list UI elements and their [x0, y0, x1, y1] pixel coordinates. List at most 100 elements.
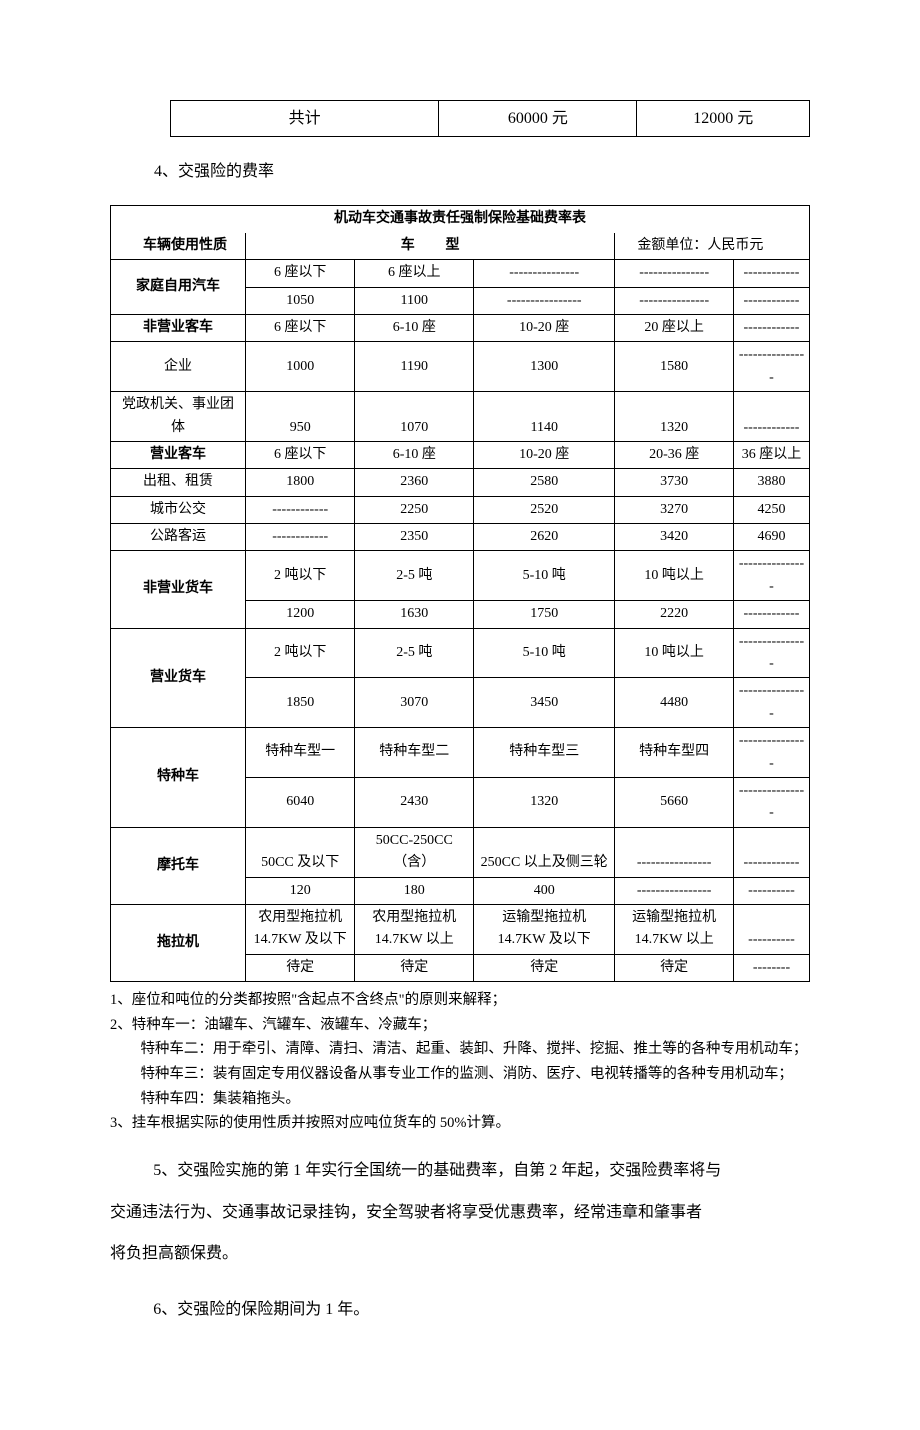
- table-cell: ------------: [733, 260, 809, 287]
- row-tractor-label: 拖拉机: [111, 904, 246, 981]
- table-cell: 1100: [355, 287, 474, 314]
- table-cell: ------------: [245, 496, 355, 523]
- paragraph-5: 5、交强险实施的第 1 年实行全国统一的基础费率，自第 2 年起，交强险费率将与…: [110, 1150, 810, 1275]
- table-cell: 2 吨以下: [245, 551, 355, 601]
- table-cell: 1050: [245, 287, 355, 314]
- table-cell: 1320: [474, 777, 615, 827]
- table-cell: 2520: [474, 496, 615, 523]
- table-cell: 20-36 座: [615, 441, 734, 468]
- row-nonbiz-truck-label: 非营业货车: [111, 551, 246, 628]
- summary-amount-2: 12000 元: [637, 101, 810, 137]
- table-cell: 250CC 以上及侧三轮: [474, 827, 615, 877]
- summary-table: 共计 60000 元 12000 元: [170, 100, 810, 137]
- table-cell: ---------------: [733, 678, 809, 728]
- table-cell: 2220: [615, 601, 734, 628]
- rate-table-title: 机动车交通事故责任强制保险基础费率表: [111, 206, 810, 233]
- table-cell: 农用型拖拉机14.7KW 及以下: [245, 904, 355, 954]
- table-cell: ------------: [733, 827, 809, 877]
- table-cell: 1000: [245, 342, 355, 392]
- table-cell: 待定: [245, 954, 355, 981]
- note-2c: 特种车三：装有固定专用仪器设备从事专业工作的监测、消防、医疗、电视转播等的各种专…: [110, 1062, 810, 1087]
- table-cell: 5660: [615, 777, 734, 827]
- note-1: 1、座位和吨位的分类都按照"含起点不含终点"的原则来解释；: [110, 988, 810, 1013]
- row-moto-label: 摩托车: [111, 827, 246, 904]
- notes-block: 1、座位和吨位的分类都按照"含起点不含终点"的原则来解释； 2、特种车一：油罐车…: [110, 988, 810, 1136]
- table-cell: ----------: [733, 877, 809, 904]
- table-cell: ---------------: [615, 287, 734, 314]
- table-cell: ---------------: [733, 342, 809, 392]
- table-cell: 4690: [733, 524, 809, 551]
- table-cell: ------------: [733, 601, 809, 628]
- table-cell: 2430: [355, 777, 474, 827]
- table-cell: 120: [245, 877, 355, 904]
- table-cell: 待定: [615, 954, 734, 981]
- table-cell: 3420: [615, 524, 734, 551]
- table-cell: 1630: [355, 601, 474, 628]
- note-3: 3、挂车根据实际的使用性质并按照对应吨位货车的 50%计算。: [110, 1111, 810, 1136]
- usage-header: 车辆使用性质: [111, 233, 246, 260]
- para5-line2: 交通违法行为、交通事故记录挂钩，安全驾驶者将享受优惠费率，经常违章和肇事者: [110, 1192, 810, 1234]
- table-cell: 1320: [615, 392, 734, 442]
- table-cell: 6040: [245, 777, 355, 827]
- table-cell: 待定: [355, 954, 474, 981]
- table-cell: 5-10 吨: [474, 628, 615, 678]
- table-cell: 6-10 座: [355, 441, 474, 468]
- table-cell: 5-10 吨: [474, 551, 615, 601]
- table-cell: 2 吨以下: [245, 628, 355, 678]
- row-special-label: 特种车: [111, 728, 246, 828]
- table-cell: 6 座以下: [245, 441, 355, 468]
- table-cell: ------------: [245, 524, 355, 551]
- table-cell: ------------: [733, 392, 809, 442]
- table-cell: 2360: [355, 469, 474, 496]
- table-cell: 1580: [615, 342, 734, 392]
- table-cell: 运输型拖拉机14.7KW 及以下: [474, 904, 615, 954]
- table-cell: 1800: [245, 469, 355, 496]
- table-cell: 1190: [355, 342, 474, 392]
- table-cell: 10 吨以上: [615, 628, 734, 678]
- para5-line3: 将负担高额保费。: [110, 1233, 810, 1275]
- row-family-label: 家庭自用汽车: [111, 260, 246, 315]
- table-cell: 6 座以下: [245, 260, 355, 287]
- table-cell: ---------------: [733, 551, 809, 601]
- note-2b: 特种车二：用于牵引、清障、清扫、清洁、起重、装卸、升降、搅拌、挖掘、推土等的各种…: [110, 1037, 810, 1062]
- table-cell: 2-5 吨: [355, 551, 474, 601]
- model-header: 车型: [245, 233, 614, 260]
- summary-label: 共计: [171, 101, 439, 137]
- table-cell: 3270: [615, 496, 734, 523]
- table-cell: 10-20 座: [474, 314, 615, 341]
- table-cell: 10-20 座: [474, 441, 615, 468]
- table-cell: 待定: [474, 954, 615, 981]
- table-cell: 3070: [355, 678, 474, 728]
- table-cell: 2-5 吨: [355, 628, 474, 678]
- row-gov-label: 党政机关、事业团体: [111, 392, 246, 442]
- table-cell: 50CC 及以下: [245, 827, 355, 877]
- table-cell: 1140: [474, 392, 615, 442]
- table-cell: 1300: [474, 342, 615, 392]
- table-cell: 180: [355, 877, 474, 904]
- row-road-label: 公路客运: [111, 524, 246, 551]
- table-cell: 50CC-250CC（含）: [355, 827, 474, 877]
- row-nonbiz-bus-label: 非营业客车: [111, 314, 246, 341]
- rate-table: 机动车交通事故责任强制保险基础费率表 车辆使用性质 车型 金额单位：人民币元 家…: [110, 205, 810, 982]
- row-taxi-label: 出租、租赁: [111, 469, 246, 496]
- table-cell: ---------------: [733, 777, 809, 827]
- table-cell: 10 吨以上: [615, 551, 734, 601]
- table-cell: 20 座以上: [615, 314, 734, 341]
- table-cell: 950: [245, 392, 355, 442]
- table-cell: 特种车型二: [355, 728, 474, 778]
- table-cell: ---------------: [733, 728, 809, 778]
- row-biz-bus-label: 营业客车: [111, 441, 246, 468]
- table-cell: 3450: [474, 678, 615, 728]
- table-cell: ----------------: [615, 877, 734, 904]
- table-cell: 6 座以下: [245, 314, 355, 341]
- table-cell: 1850: [245, 678, 355, 728]
- table-cell: 6-10 座: [355, 314, 474, 341]
- table-cell: 36 座以上: [733, 441, 809, 468]
- table-cell: 2250: [355, 496, 474, 523]
- table-cell: 1750: [474, 601, 615, 628]
- table-cell: 运输型拖拉机14.7KW 以上: [615, 904, 734, 954]
- summary-amount-1: 60000 元: [439, 101, 637, 137]
- table-cell: 特种车型四: [615, 728, 734, 778]
- table-cell: 4480: [615, 678, 734, 728]
- unit-header: 金额单位：人民币元: [615, 233, 810, 260]
